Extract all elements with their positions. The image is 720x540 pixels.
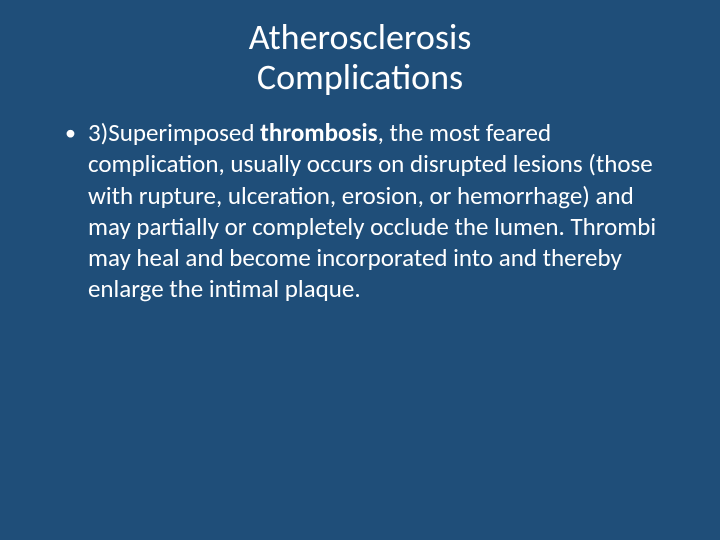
slide-body: • 3)Superimposed thrombosis, the most fe… — [45, 117, 675, 305]
title-line-1: Atherosclerosis — [249, 15, 472, 59]
text-pre: 3)Superimposed — [88, 117, 260, 148]
slide-title: Atherosclerosis Complications — [135, 18, 585, 97]
bullet-text: 3)Superimposed thrombosis, the most fear… — [88, 117, 675, 305]
bullet-marker: • — [65, 119, 76, 146]
text-bold: thrombosis — [260, 117, 377, 148]
title-line-2: Complications — [257, 55, 463, 99]
bullet-item: • 3)Superimposed thrombosis, the most fe… — [65, 117, 675, 305]
slide-container: Atherosclerosis Complications • 3)Superi… — [0, 0, 720, 540]
